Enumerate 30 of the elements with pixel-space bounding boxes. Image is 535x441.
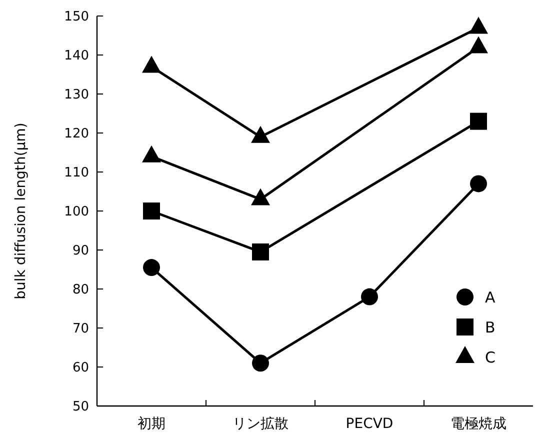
point [469,16,488,34]
point [252,354,269,372]
y-tick-label: 100 [64,204,89,220]
point [469,36,488,54]
y-tick-label: 130 [64,88,89,103]
y-tick-label: 150 [64,10,89,25]
y-tick-label: 80 [72,282,89,298]
point [252,243,269,260]
point [142,56,161,73]
legend-label: B [485,318,496,336]
point [470,175,487,192]
x-tick-label: 電極焼成 [450,416,506,432]
x-tick-label: PECVD [346,416,394,432]
legend-label: C [485,348,496,366]
x-tick-label: リン拡散 [232,416,288,432]
point [143,259,160,276]
y-tick-label: 70 [72,322,89,337]
point [142,145,161,162]
y-tick-label: 50 [72,400,89,415]
point [143,202,160,220]
point [251,126,270,143]
y-tick-label: 90 [72,244,89,259]
y-tick-label: 60 [72,360,89,376]
point [361,288,378,306]
x-tick-label: 初期 [138,416,166,432]
y-tick-label: 140 [64,48,89,64]
y-tick-label: 110 [64,166,89,181]
legend-label: A [485,288,496,306]
y-tick-label: 120 [64,126,89,142]
y-axis-title: bulk diffusion length(μm) [13,122,29,300]
